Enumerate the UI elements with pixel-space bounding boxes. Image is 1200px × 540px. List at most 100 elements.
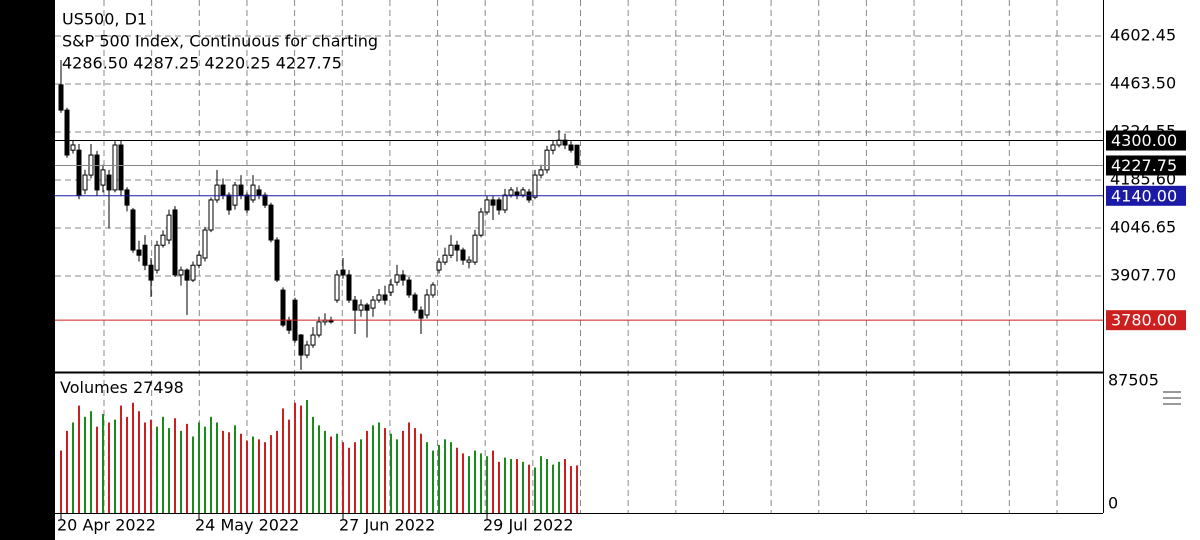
candle-body bbox=[76, 149, 82, 196]
candle-body bbox=[460, 249, 466, 261]
candle-body bbox=[154, 244, 160, 271]
candle-body bbox=[448, 244, 454, 256]
candle-body bbox=[232, 184, 238, 206]
price-tag-label: 4140.00 bbox=[1111, 186, 1177, 205]
candle-body bbox=[304, 344, 310, 356]
price-tag bbox=[1106, 130, 1186, 151]
y-tick-label: 4463.50 bbox=[1110, 74, 1176, 93]
candle-body bbox=[142, 244, 148, 266]
marks bbox=[55, 60, 1103, 513]
candle-body bbox=[82, 174, 88, 191]
candle-body bbox=[472, 234, 478, 263]
candle-body bbox=[364, 304, 370, 311]
candle-body bbox=[106, 174, 112, 191]
x-tick-label: 20 Apr 2022 bbox=[57, 516, 156, 535]
candle-body bbox=[178, 269, 184, 276]
candle-body bbox=[346, 274, 352, 301]
candle-body bbox=[214, 184, 220, 201]
candle-body bbox=[100, 169, 106, 186]
candle-body bbox=[514, 191, 520, 196]
candle-body bbox=[208, 199, 214, 231]
x-tick-label: 29 Jul 2022 bbox=[483, 516, 574, 535]
candle-body bbox=[550, 144, 556, 151]
volume-name: Volumes bbox=[60, 378, 128, 397]
candle-body bbox=[418, 309, 424, 319]
candle-body bbox=[406, 279, 412, 296]
candle-body bbox=[220, 184, 226, 196]
candle-body bbox=[574, 144, 580, 166]
volume-tick-label: 0 bbox=[1108, 494, 1118, 513]
candle-body bbox=[394, 274, 400, 283]
candle-body bbox=[496, 199, 502, 211]
candle-body bbox=[274, 239, 280, 281]
price-tag bbox=[1106, 185, 1186, 206]
candle-body bbox=[184, 269, 190, 281]
candle-body bbox=[508, 189, 514, 196]
y-tick-label: 3907.70 bbox=[1110, 266, 1176, 285]
candle-body bbox=[478, 211, 484, 236]
volume-last: 27498 bbox=[133, 378, 184, 397]
candle-body bbox=[502, 194, 508, 211]
x-tick-label: 27 Jun 2022 bbox=[339, 516, 435, 535]
candle-body bbox=[376, 294, 382, 301]
symbol: US500, D1 bbox=[62, 10, 147, 29]
candle-body bbox=[298, 334, 304, 356]
candle-body bbox=[358, 304, 364, 311]
candle-body bbox=[340, 269, 346, 276]
candle-body bbox=[370, 299, 376, 309]
candle-body bbox=[424, 294, 430, 316]
candle-body bbox=[118, 144, 124, 191]
candle-body bbox=[172, 209, 178, 276]
candle-body bbox=[244, 194, 250, 211]
candle-body bbox=[484, 199, 490, 213]
candle-body bbox=[442, 254, 448, 263]
x-tick-label: 24 May 2022 bbox=[195, 516, 299, 535]
candle-body bbox=[250, 184, 256, 201]
candle-body bbox=[130, 209, 136, 251]
candle-body bbox=[388, 284, 394, 293]
candle-body bbox=[568, 144, 574, 151]
price-tag bbox=[1106, 310, 1186, 331]
axis-labels: 4602.454463.504324.554185.604046.653907.… bbox=[57, 26, 1186, 535]
y-tick-label: 4602.45 bbox=[1110, 26, 1176, 45]
candle-body bbox=[412, 294, 418, 311]
price-tag-label: 4300.00 bbox=[1111, 131, 1177, 150]
candle-body bbox=[268, 204, 274, 241]
description: S&P 500 Index, Continuous for charting bbox=[62, 32, 378, 51]
candle-body bbox=[544, 149, 550, 171]
candle-body bbox=[316, 321, 322, 336]
candle-body bbox=[352, 299, 358, 311]
candle-body bbox=[382, 294, 388, 301]
candle-body bbox=[94, 154, 100, 191]
menu-icon[interactable] bbox=[1163, 391, 1181, 405]
left-bar bbox=[0, 0, 55, 540]
candle-body bbox=[310, 334, 316, 346]
candle-body bbox=[520, 189, 526, 196]
y-tick-label: 4046.65 bbox=[1110, 218, 1176, 237]
candle-body bbox=[490, 199, 496, 206]
candle-body bbox=[466, 259, 472, 263]
price-tag bbox=[1106, 155, 1186, 176]
price-tag-label: 3780.00 bbox=[1111, 311, 1177, 330]
volume-tick-label: 87505 bbox=[1108, 371, 1159, 390]
candle-body bbox=[256, 189, 262, 196]
candle-body bbox=[64, 109, 70, 156]
candle-body bbox=[400, 274, 406, 281]
candle-body bbox=[436, 261, 442, 271]
candle-body bbox=[286, 319, 292, 331]
candle-body bbox=[58, 84, 64, 111]
candle-body bbox=[238, 184, 244, 196]
candle-body bbox=[166, 214, 172, 241]
candle-body bbox=[70, 144, 76, 151]
candle-body bbox=[148, 264, 154, 281]
candle-body bbox=[262, 194, 268, 206]
candle-body bbox=[202, 229, 208, 259]
candle-body bbox=[196, 254, 202, 266]
candle-body bbox=[454, 244, 460, 251]
candle-body bbox=[280, 289, 286, 326]
candle-body bbox=[334, 274, 340, 301]
candle-body bbox=[226, 194, 232, 211]
grid bbox=[55, 0, 1103, 513]
